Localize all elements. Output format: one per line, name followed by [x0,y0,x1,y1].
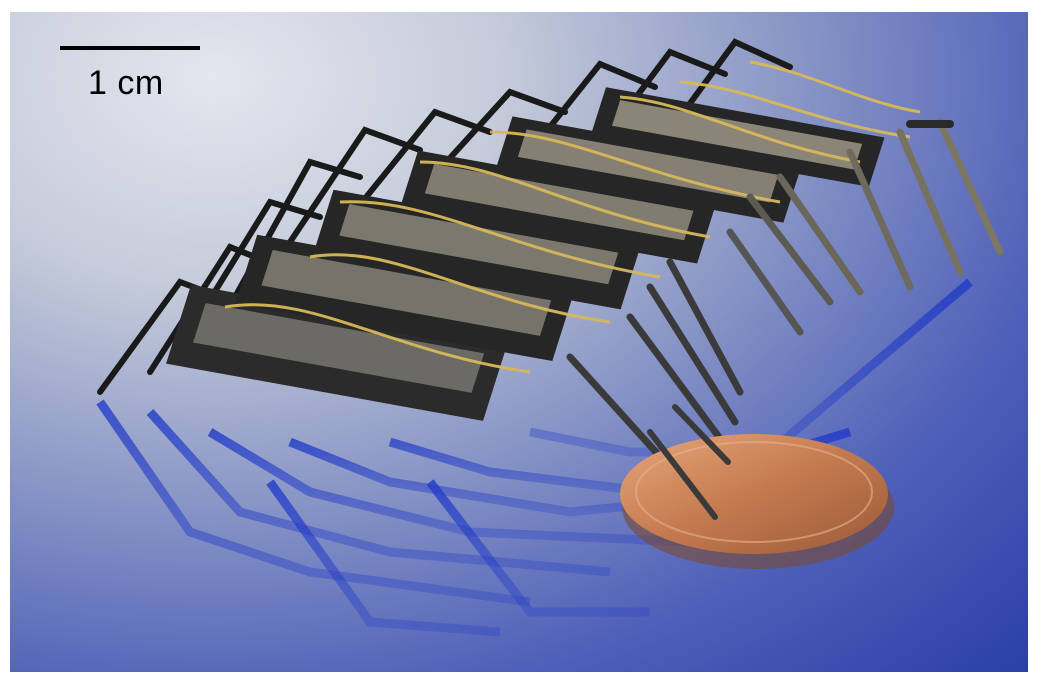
robot-module [235,234,575,361]
robot-module [166,284,508,421]
penny-coin [620,434,894,569]
photo-frame: 1 cm [10,12,1028,672]
robot-module [313,189,641,310]
scale-bar-label: 1 cm [88,64,164,102]
gold-wires [224,60,921,374]
robot-module [590,87,885,187]
leg-tips-on-coin [647,404,731,520]
scale-bar [60,46,200,50]
robot-scene [96,38,1004,637]
robot-module [399,150,716,264]
